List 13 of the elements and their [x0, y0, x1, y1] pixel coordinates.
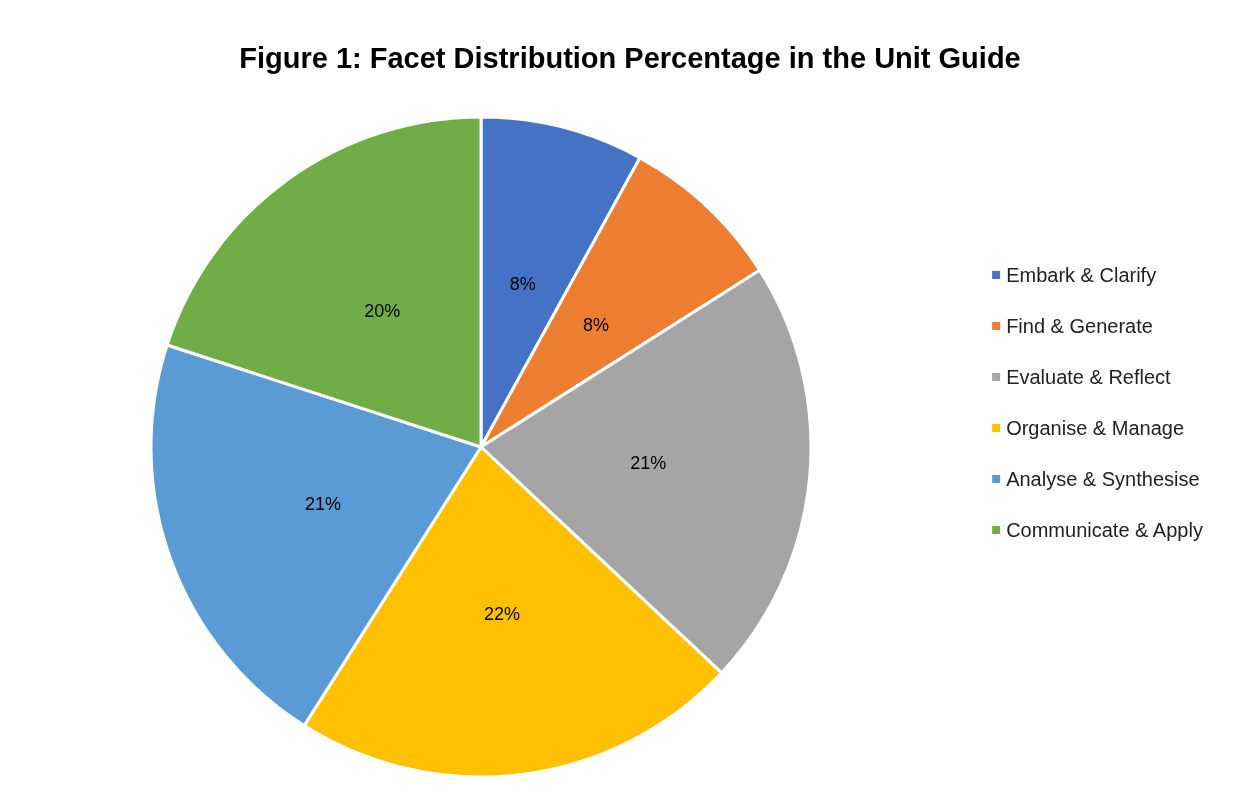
data-label: 21% [304, 493, 341, 514]
legend-label: Analyse & Synthesise [1006, 468, 1200, 490]
data-label: 21% [630, 452, 667, 473]
legend-label: Embark & Clarify [1006, 264, 1157, 286]
chart-title: Figure 1: Facet Distribution Percentage in the Unit Guide [239, 41, 1021, 74]
data-label: 8% [509, 274, 536, 295]
legend-label: Evaluate & Reflect [1006, 366, 1172, 388]
legend-label: Organise & Manage [1006, 417, 1185, 439]
legend-label: Communicate & Apply [1006, 519, 1203, 541]
data-label: 20% [364, 301, 401, 322]
data-label: 8% [583, 314, 610, 335]
data-label: 22% [484, 603, 521, 624]
legend-label: Find & Generate [1006, 315, 1153, 337]
